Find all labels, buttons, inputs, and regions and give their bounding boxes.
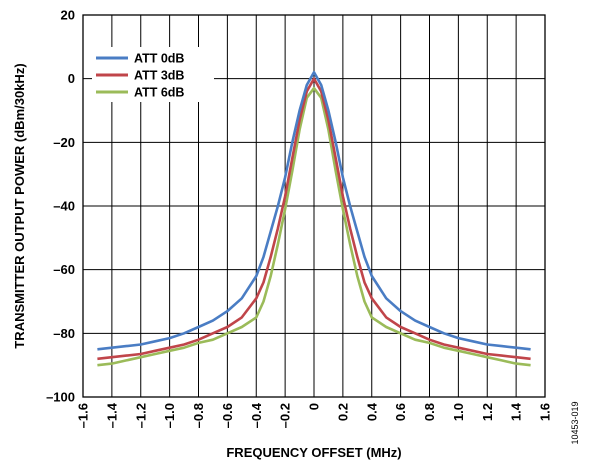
y-tick-label: –80 [53, 326, 75, 341]
x-tick-label: 1.4 [509, 402, 524, 421]
y-axis-label: TRANSMITTER OUTPUT POWER (dBm/30kHz) [12, 63, 27, 348]
x-tick-label: –1.2 [133, 403, 148, 428]
x-tick-label: 0.4 [364, 402, 379, 421]
x-tick-label: 0.2 [335, 403, 350, 421]
x-tick-label: 0.6 [393, 403, 408, 421]
series-line-att-6db [97, 86, 531, 367]
y-tick-label: –60 [53, 262, 75, 277]
x-tick-label: 1.0 [451, 403, 466, 421]
x-tick-label: –0.6 [220, 403, 235, 428]
x-axis-label: FREQUENCY OFFSET (MHz) [226, 445, 401, 460]
x-tick-label: –0.8 [191, 403, 206, 428]
x-tick-label: 1.2 [480, 403, 495, 421]
x-tick-label: –0.4 [249, 402, 264, 428]
legend-label: ATT 3dB [134, 69, 184, 83]
x-tick-label: –0.2 [278, 403, 293, 428]
x-tick-label: –1.0 [162, 403, 177, 428]
figure-id: 10453-019 [570, 401, 580, 444]
y-tick-labels: –100 –80 –60 –40 –20 0 20 [46, 8, 75, 405]
x-tick-label: –1.4 [104, 402, 119, 428]
plot-frame [82, 14, 546, 398]
legend-label: ATT 0dB [134, 52, 184, 66]
y-tick-label: –100 [46, 390, 75, 405]
legend: ATT 0dB ATT 3dB ATT 6dB [92, 47, 214, 102]
y-tick-label: 20 [61, 8, 75, 23]
series-line-att-3db [97, 77, 531, 361]
y-tick-label: –20 [53, 135, 75, 150]
x-tick-label: 0.8 [422, 403, 437, 421]
y-tick-label: –40 [53, 199, 75, 214]
series-line-att-0db [97, 71, 531, 351]
x-tick-label: 0 [307, 403, 322, 410]
x-tick-label: 1.6 [538, 403, 553, 421]
x-tick-label: –1.6 [76, 403, 91, 428]
x-tick-labels: –1.6 –1.4 –1.2 –1.0 –0.8 –0.6 –0.4 –0.2 0 0.2 0.4 0… [76, 402, 553, 428]
series-lines [97, 71, 531, 367]
y-tick-label: 0 [68, 71, 75, 86]
legend-label: ATT 6dB [134, 86, 184, 100]
